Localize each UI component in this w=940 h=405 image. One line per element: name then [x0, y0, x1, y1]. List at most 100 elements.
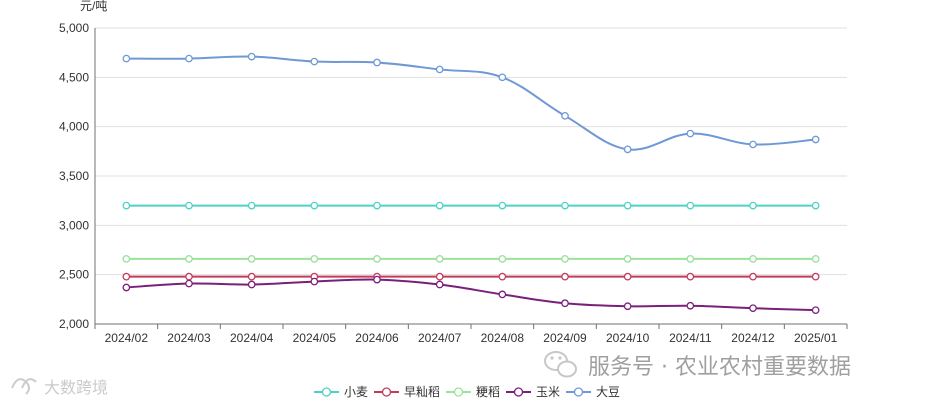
series-4: [122, 52, 820, 154]
data-point[interactable]: [247, 272, 256, 281]
x-tick-label: 2024/06: [355, 331, 399, 345]
data-point[interactable]: [811, 201, 820, 210]
legend-item[interactable]: 大豆: [566, 385, 620, 399]
data-point[interactable]: [122, 54, 131, 63]
legend-label: 玉米: [536, 385, 560, 399]
data-point[interactable]: [498, 201, 507, 210]
x-tick-label: 2025/01: [794, 331, 838, 345]
data-point[interactable]: [373, 275, 381, 284]
wechat-watermark-text: 服务号 · 农业农村重要数据: [588, 355, 851, 380]
data-point[interactable]: [561, 272, 569, 281]
data-point[interactable]: [185, 272, 193, 281]
series-2: [122, 255, 820, 263]
data-point[interactable]: [811, 272, 820, 281]
data-point[interactable]: [310, 57, 319, 66]
data-point[interactable]: [811, 255, 820, 263]
data-point[interactable]: [373, 255, 381, 263]
axes: 2,000 2,500 3,000 3,500 4,000 4,500 5,000 2024/…: [59, 21, 848, 345]
data-point[interactable]: [435, 255, 444, 263]
data-point[interactable]: [749, 140, 757, 149]
data-point[interactable]: [498, 255, 507, 263]
legend-label: 粳稻: [476, 385, 500, 399]
series-0: [122, 201, 820, 210]
data-point[interactable]: [185, 201, 193, 210]
data-point[interactable]: [310, 277, 319, 286]
data-point[interactable]: [247, 201, 256, 210]
data-point[interactable]: [686, 301, 695, 310]
data-point[interactable]: [185, 255, 193, 263]
data-point[interactable]: [435, 65, 444, 74]
data-point[interactable]: [749, 201, 757, 210]
bottom-left-watermark: 大数跨境: [11, 378, 108, 397]
data-point[interactable]: [686, 129, 695, 138]
data-point[interactable]: [373, 58, 381, 67]
y-tick-label: 5,000: [59, 21, 89, 35]
data-point[interactable]: [435, 272, 444, 281]
legend: 小麦 早籼稻 粳稻 玉米 大豆: [314, 385, 620, 399]
data-point[interactable]: [122, 272, 131, 281]
legend-item[interactable]: 粳稻: [446, 385, 500, 399]
x-tick-label: 2024/08: [481, 331, 525, 345]
legend-marker: [573, 387, 584, 397]
data-point[interactable]: [185, 279, 193, 288]
bottom-left-watermark-text: 大数跨境: [44, 378, 108, 397]
data-point[interactable]: [561, 201, 569, 210]
data-point[interactable]: [749, 272, 757, 281]
data-point[interactable]: [561, 299, 569, 308]
data-point[interactable]: [122, 283, 131, 292]
data-point[interactable]: [435, 280, 444, 289]
x-tick-label: 2024/03: [167, 331, 211, 345]
data-point[interactable]: [749, 304, 757, 313]
data-point[interactable]: [122, 255, 131, 263]
legend-label: 小麦: [344, 385, 368, 399]
x-tick-label: 2024/02: [105, 331, 149, 345]
data-point[interactable]: [247, 255, 256, 263]
x-tick-label: 2024/12: [731, 331, 775, 345]
y-tick-label: 3,000: [59, 218, 89, 232]
data-point[interactable]: [185, 54, 193, 63]
data-point[interactable]: [310, 201, 319, 210]
y-tick-label: 4,500: [59, 70, 89, 84]
data-point[interactable]: [247, 52, 256, 61]
data-point[interactable]: [623, 272, 632, 281]
data-point[interactable]: [811, 135, 820, 144]
data-point[interactable]: [373, 201, 381, 210]
data-point[interactable]: [561, 111, 569, 120]
data-point[interactable]: [247, 280, 256, 289]
legend-label: 大豆: [596, 385, 620, 399]
legend-item[interactable]: 小麦: [314, 385, 368, 399]
data-point[interactable]: [561, 255, 569, 263]
series-group: [122, 52, 820, 315]
wechat-icon: [544, 351, 577, 378]
grid: [95, 27, 847, 276]
data-point[interactable]: [310, 255, 319, 263]
data-point[interactable]: [498, 73, 507, 82]
legend-item[interactable]: 早籼稻: [374, 385, 440, 399]
data-point[interactable]: [623, 255, 632, 263]
data-point[interactable]: [435, 201, 444, 210]
data-point[interactable]: [686, 272, 695, 281]
x-tick-label: 2024/07: [418, 331, 462, 345]
data-point[interactable]: [623, 302, 632, 311]
brand-logo-icon: [11, 378, 37, 395]
legend-label: 早籼稻: [404, 385, 440, 399]
y-tick-label: 2,000: [59, 317, 89, 331]
legend-item[interactable]: 玉米: [506, 385, 560, 399]
data-point[interactable]: [498, 272, 507, 281]
data-point[interactable]: [498, 290, 507, 299]
data-point[interactable]: [686, 255, 695, 263]
data-point[interactable]: [811, 306, 820, 315]
x-tick-label: 2024/04: [230, 331, 274, 345]
data-point[interactable]: [623, 145, 632, 154]
data-point[interactable]: [749, 255, 757, 263]
series-line: [126, 55, 816, 151]
series-line: [126, 278, 816, 312]
data-point[interactable]: [122, 201, 131, 210]
data-point[interactable]: [686, 201, 695, 210]
data-point[interactable]: [623, 201, 632, 210]
y-tick-label: 2,500: [59, 268, 89, 282]
x-tick-label: 2024/09: [543, 331, 587, 345]
y-tick-label: 3,500: [59, 169, 89, 183]
legend-marker: [381, 387, 392, 397]
legend-marker: [321, 387, 332, 397]
